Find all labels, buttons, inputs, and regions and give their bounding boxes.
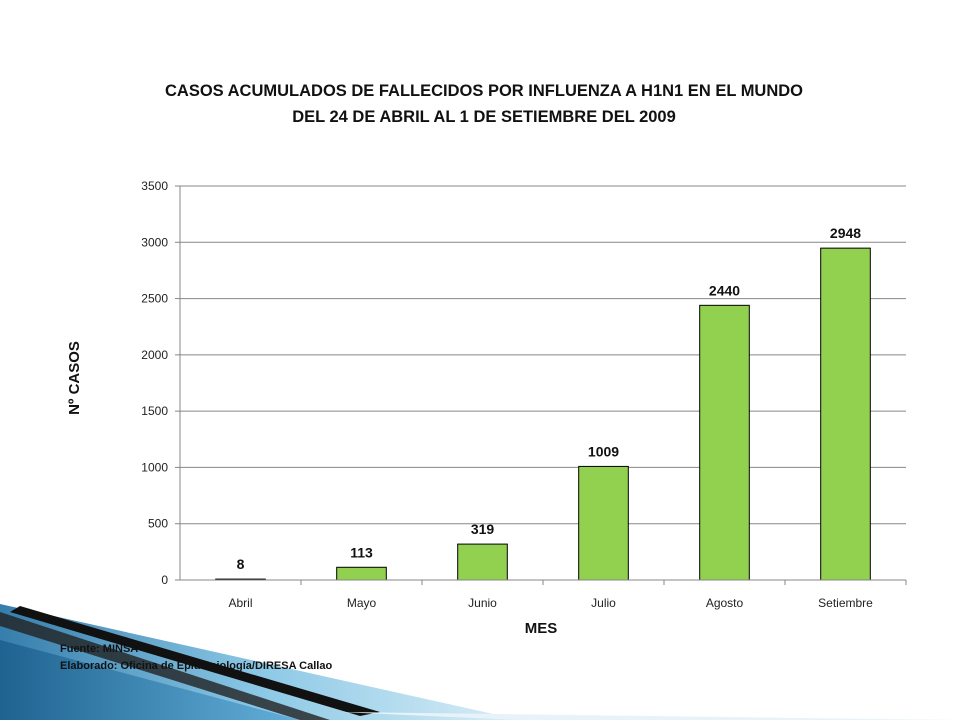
y-tick-label: 1000 — [141, 460, 168, 474]
y-tick-label: 1500 — [141, 404, 168, 418]
bar-junio — [457, 543, 508, 581]
y-axis-ticks: 0 500 1000 1500 2000 2500 3000 3500 — [141, 179, 180, 587]
gridlines — [180, 185, 906, 525]
data-label: 1009 — [588, 443, 619, 459]
x-category-label: Mayo — [347, 596, 377, 610]
chart-title-line-1: CASOS ACUMULADOS DE FALLECIDOS POR INFLU… — [164, 82, 804, 100]
x-category-label: Julio — [591, 596, 616, 610]
data-label: 113 — [350, 544, 373, 560]
x-axis-categories: Abril Mayo Junio Julio Agosto Setiembre — [228, 580, 907, 610]
x-axis-title: MES — [525, 620, 558, 637]
y-axis-title: Nº CASOS — [66, 341, 83, 415]
chart-title: CASOS ACUMULADOS DE FALLECIDOS POR INFLU… — [0, 78, 960, 130]
x-category-label: Abril — [228, 596, 252, 610]
data-label: 319 — [471, 521, 495, 537]
data-label: 8 — [237, 556, 245, 572]
data-labels: 8 113 319 1009 2440 2948 — [237, 225, 862, 572]
x-category-label: Agosto — [706, 596, 744, 610]
footer-notes: Fuente: MINSA Elaborado: Oficina de Epid… — [60, 641, 332, 675]
prepared-by-note: Elaborado: Oficina de Epidemiología/DIRE… — [60, 660, 333, 672]
y-tick-label: 2500 — [141, 292, 168, 306]
y-tick-label: 3500 — [141, 179, 168, 193]
source-note: Fuente: MINSA — [60, 643, 139, 655]
data-label: 2440 — [709, 282, 740, 298]
chart-title-line-2: DEL 24 DE ABRIL AL 1 DE SETIEMBRE DEL 20… — [292, 108, 676, 126]
bar-julio — [578, 465, 629, 581]
x-category-label: Junio — [468, 596, 497, 610]
bar-agosto — [699, 304, 750, 581]
data-label: 2948 — [830, 225, 861, 241]
bar-setiembre — [820, 247, 871, 581]
y-tick-label: 0 — [161, 573, 168, 587]
bars — [215, 247, 871, 581]
y-tick-label: 2000 — [141, 348, 168, 362]
y-tick-label: 3000 — [141, 235, 168, 249]
y-tick-label: 500 — [148, 517, 168, 531]
bar-mayo — [336, 566, 387, 581]
x-category-label: Setiembre — [818, 596, 873, 610]
